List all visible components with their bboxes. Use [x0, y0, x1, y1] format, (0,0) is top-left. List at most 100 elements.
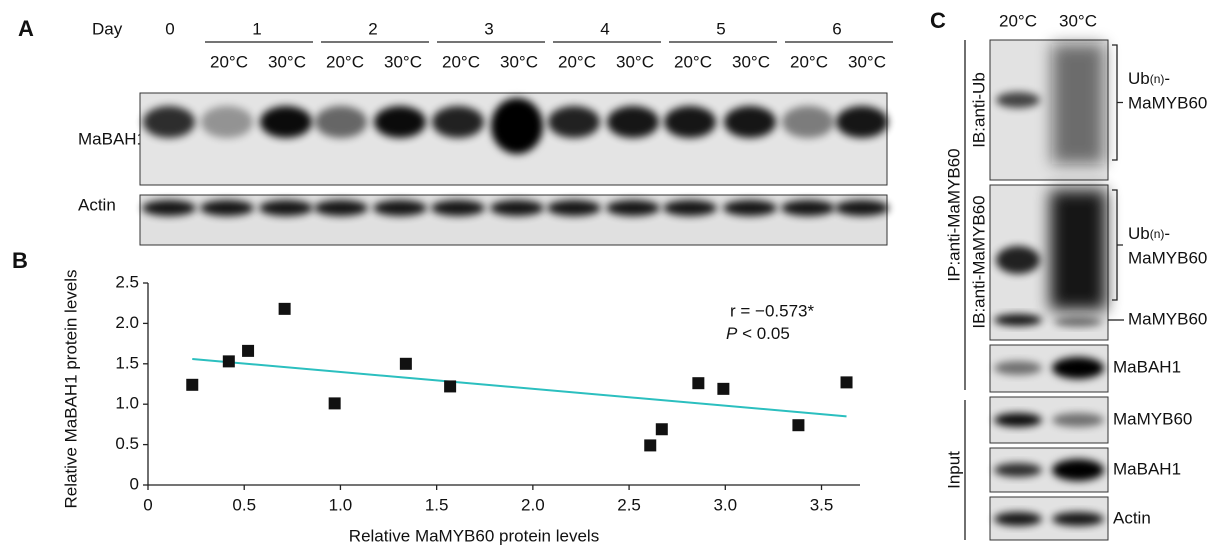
- band: [1052, 357, 1104, 379]
- day-label: 4: [600, 19, 609, 38]
- day-label: 0: [165, 19, 174, 38]
- band: [548, 106, 600, 138]
- band: [994, 512, 1042, 526]
- band: [782, 106, 834, 138]
- band: [1052, 512, 1104, 526]
- band: [374, 106, 426, 138]
- band: [201, 106, 253, 138]
- p-symbol: P: [726, 324, 738, 343]
- point: [717, 382, 730, 395]
- x-tick-label: 1.5: [425, 495, 449, 514]
- point: [655, 423, 668, 436]
- band: [432, 106, 484, 138]
- scatter-chart: 0 0.5 1.0 1.5 2.0 2.5 3.0 3.5 0 0.5 1.0 1.5 2.0 2.5 Re…: [61, 269, 860, 545]
- ub-suffix: -: [1164, 224, 1170, 243]
- y-tick-label: 0: [130, 474, 139, 493]
- temp-label: 30°C: [268, 52, 306, 71]
- point: [278, 302, 291, 315]
- band: [315, 106, 367, 138]
- ub-label: Ub(n)-: [1128, 69, 1170, 88]
- temp-label: 20°C: [790, 52, 828, 71]
- temp-label: 30°C: [732, 52, 770, 71]
- ub-prefix: Ub: [1128, 224, 1150, 243]
- ub-sub: (n): [1150, 227, 1165, 241]
- band: [1052, 413, 1104, 427]
- input-label: Input: [944, 451, 963, 489]
- point: [328, 397, 341, 410]
- point: [692, 377, 705, 390]
- temp-label: 30°C: [384, 52, 422, 71]
- ib-label: IB:anti-Ub: [969, 72, 988, 148]
- point: [444, 380, 457, 393]
- annotation: r = −0.573*: [730, 301, 815, 320]
- band: [994, 314, 1042, 326]
- band: [200, 200, 254, 216]
- point: [840, 376, 853, 389]
- ub-prefix: Ub: [1128, 69, 1150, 88]
- band: [781, 200, 835, 216]
- x-tick-label: 2.5: [617, 495, 641, 514]
- temp-label: 30°C: [848, 52, 886, 71]
- temp-label: 20°C: [674, 52, 712, 71]
- smear: [1050, 190, 1106, 310]
- x-tick-label: 3.5: [810, 495, 834, 514]
- band: [491, 98, 543, 154]
- band: [663, 200, 717, 216]
- band-label: MaBAH1: [1113, 459, 1181, 478]
- temp-label: 20°C: [442, 52, 480, 71]
- x-tick-label: 3.0: [713, 495, 737, 514]
- x-tick-label: 0.5: [232, 495, 256, 514]
- y-tick-label: 1.0: [115, 394, 139, 413]
- ib-label: IB:anti-MaMYB60: [969, 195, 988, 328]
- y-tick-label: 0.5: [115, 434, 139, 453]
- ub-label: MaMYB60: [1128, 93, 1207, 112]
- band: [547, 200, 601, 216]
- band: [994, 463, 1042, 477]
- ub-labels: Ub(n)-MaMYB60Ub(n)-MaMYB60MaMYB60MaBAH1M…: [1108, 44, 1207, 527]
- band: [260, 106, 312, 138]
- temp-label: 30°C: [616, 52, 654, 71]
- point: [186, 378, 199, 391]
- lane-label: 20°C: [999, 11, 1037, 30]
- day-label: 3: [484, 19, 493, 38]
- band: [724, 106, 776, 138]
- panel-letter: A: [18, 16, 34, 41]
- band: [373, 200, 427, 216]
- band: [490, 200, 544, 216]
- band: [994, 361, 1042, 375]
- band: [996, 92, 1040, 108]
- x-tick-label: 2.0: [521, 495, 545, 514]
- x-tick-label: 1.0: [329, 495, 353, 514]
- x-axis-label: Relative MaMYB60 protein levels: [349, 526, 599, 545]
- band-label: MaMYB60: [1128, 309, 1207, 328]
- band: [607, 106, 659, 138]
- bracket: [1112, 189, 1123, 301]
- day-label: Day: [92, 19, 123, 38]
- ip-label: IP:anti-MaMYB60: [944, 148, 963, 281]
- ub-label: Ub(n)-: [1128, 224, 1170, 243]
- band: [143, 106, 195, 138]
- day-label: 1: [252, 19, 261, 38]
- band: [142, 200, 196, 216]
- blot-label: Actin: [78, 195, 116, 214]
- band: [606, 200, 660, 216]
- temp-label: 20°C: [558, 52, 596, 71]
- band: [431, 200, 485, 216]
- ub-sub: (n): [1150, 72, 1165, 86]
- panel-letter: C: [930, 8, 946, 33]
- y-tick-label: 2.0: [115, 313, 139, 332]
- x-tick-label: 0: [143, 495, 152, 514]
- day-label: 6: [832, 19, 841, 38]
- point: [792, 419, 805, 432]
- annotation: P < 0.05: [726, 324, 790, 343]
- y-tick-label: 2.5: [115, 272, 139, 291]
- band-label: MaBAH1: [1113, 357, 1181, 376]
- band: [835, 200, 889, 216]
- band: [723, 200, 777, 216]
- point: [222, 355, 235, 368]
- y-axis-label: Relative MaBAH1 protein levels: [61, 269, 80, 508]
- trendline: [192, 357, 847, 418]
- bands: [989, 39, 1109, 541]
- temp-label: 20°C: [326, 52, 364, 71]
